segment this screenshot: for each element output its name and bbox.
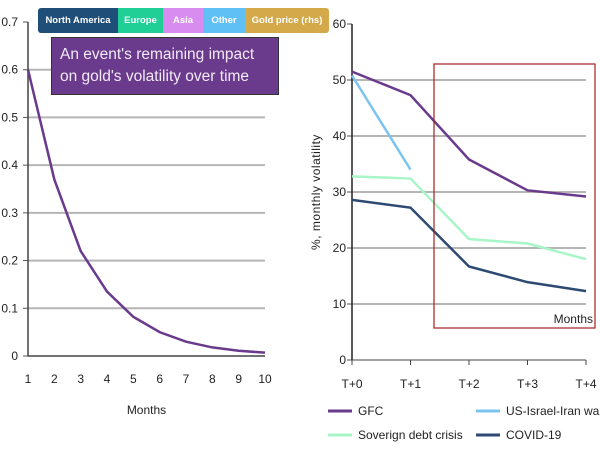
x-tick-label: T+4	[575, 377, 596, 391]
y-tick-label: 0.7	[1, 15, 18, 29]
y-axis-title: %, monthly volatility	[309, 134, 323, 250]
x-tick-label: 3	[77, 372, 84, 386]
region-tabs: North America Europe Asia Other Gold price (…	[38, 8, 329, 33]
months-label: Months	[554, 312, 593, 326]
y-tick-label: 50	[333, 73, 347, 87]
y-tick-label: 40	[333, 129, 347, 143]
y-tick-label: 0.2	[1, 254, 18, 268]
y-tick-label: 0	[339, 353, 346, 367]
callout-box: An event's remaining impact on gold's vo…	[51, 37, 279, 95]
tab-asia[interactable]: Asia	[163, 8, 203, 33]
legend-label: COVID-19	[506, 428, 562, 442]
legend-label: Soverign debt crisis	[358, 428, 463, 442]
x-tick-label: 5	[130, 372, 137, 386]
y-tick-label: 0.4	[1, 158, 18, 172]
x-tick-label: 1	[25, 372, 32, 386]
y-tick-label: 0	[11, 349, 18, 363]
series-line	[351, 198, 587, 293]
tab-gold-price-rhs-[interactable]: Gold price (rhs)	[245, 8, 329, 33]
tab-north-america[interactable]: North America	[38, 8, 118, 33]
x-tick-label: 7	[183, 372, 190, 386]
highlight-box	[433, 63, 596, 329]
tab-europe[interactable]: Europe	[118, 8, 163, 33]
y-tick-label: 0.3	[1, 206, 18, 220]
legend-label: GFC	[358, 404, 384, 418]
tab-other[interactable]: Other	[203, 8, 245, 33]
series-line	[350, 74, 412, 171]
x-tick-label: 8	[209, 372, 216, 386]
x-tick-label: 9	[235, 372, 242, 386]
x-axis-title: Months	[127, 403, 166, 417]
x-tick-label: T+2	[458, 377, 479, 391]
y-tick-label: 0.5	[1, 110, 18, 124]
x-tick-label: T+1	[400, 377, 421, 391]
series-line	[26, 69, 266, 354]
x-tick-label: T+0	[341, 377, 362, 391]
y-tick-label: 60	[333, 17, 347, 31]
x-tick-label: 2	[51, 372, 58, 386]
series-line	[351, 70, 587, 198]
y-tick-label: 20	[333, 241, 347, 255]
legend-label: US-Israel-Iran war	[506, 404, 600, 418]
y-tick-label: 30	[333, 185, 347, 199]
series-line	[351, 175, 587, 261]
x-tick-label: 4	[104, 372, 111, 386]
y-tick-label: 0.6	[1, 63, 18, 77]
x-tick-label: 10	[258, 372, 272, 386]
x-tick-label: 6	[156, 372, 163, 386]
x-tick-label: T+3	[517, 377, 538, 391]
y-tick-label: 10	[333, 297, 347, 311]
y-tick-label: 0.1	[1, 301, 18, 315]
